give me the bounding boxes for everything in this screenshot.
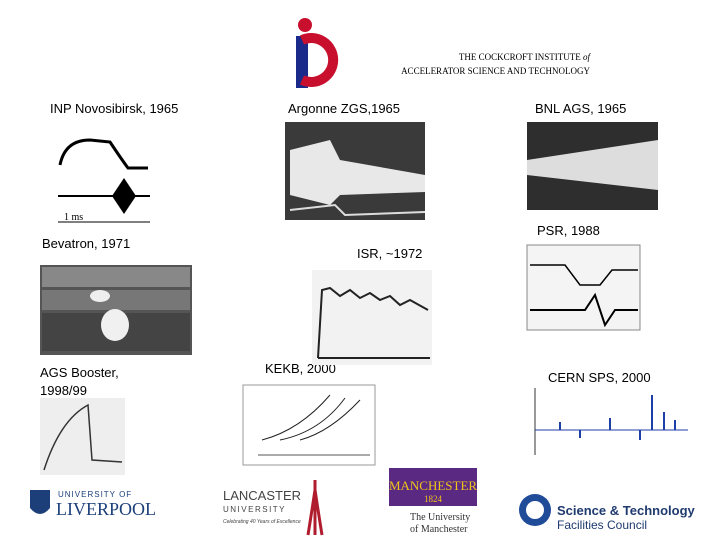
bevatron-image [40,265,192,355]
header-line1: THE COCKCROFT INSTITUTE of [459,52,592,62]
logo-text: of Manchester [410,524,468,535]
panel-label: Bevatron, 1971 [42,236,130,251]
stfc-logo: Science & Technology Facilities Council [519,494,696,532]
logo-text: LIVERPOOL [56,499,156,519]
logo-text: The University [410,512,470,523]
panel-label: ISR, ~1972 [357,246,422,261]
logo-text: Science & Technology [557,503,696,518]
header-text: THE COCKCROFT INSTITUTE [459,52,581,62]
header-italic: of [583,52,592,62]
panel-label: BNL AGS, 1965 [535,101,626,116]
logo-text: LANCASTER [223,488,301,503]
logo-text: MANCHESTER [389,478,477,493]
logo-text: Facilities Council [557,518,647,532]
panel-label: CERN SPS, 2000 [548,370,651,385]
panel-label: INP Novosibirsk, 1965 [50,101,178,116]
image-inset-label: 1 ms [64,212,83,223]
psr-image [526,244,641,331]
lancaster-logo: LANCASTER UNIVERSITY Celebrating 40 Year… [223,480,324,536]
panel-label: AGS Booster, [40,365,119,380]
ags-image [40,398,125,475]
sps-image [527,385,690,458]
logo-text: UNIVERSITY [223,505,286,514]
argonne-image [285,122,426,220]
panel-label: 1998/99 [40,383,87,398]
liverpool-logo: UNIVERSITY OF LIVERPOOL [30,490,156,519]
panel-label: PSR, 1988 [537,223,600,238]
logo-text: UNIVERSITY OF [58,490,132,499]
header-line2: ACCELERATOR SCIENCE AND TECHNOLOGY [401,66,590,76]
panel-label: Argonne ZGS,1965 [288,101,400,116]
kekb-image [242,384,376,466]
institute-logo [296,18,339,88]
manchester-logo: MANCHESTER 1824 The University of Manche… [389,468,477,535]
bnl-image [527,122,658,210]
inp-image [58,138,150,223]
logo-text: Celebrating 40 Years of Excellence [223,519,301,525]
logo-text: 1824 [424,494,443,504]
isr-image [312,270,432,365]
